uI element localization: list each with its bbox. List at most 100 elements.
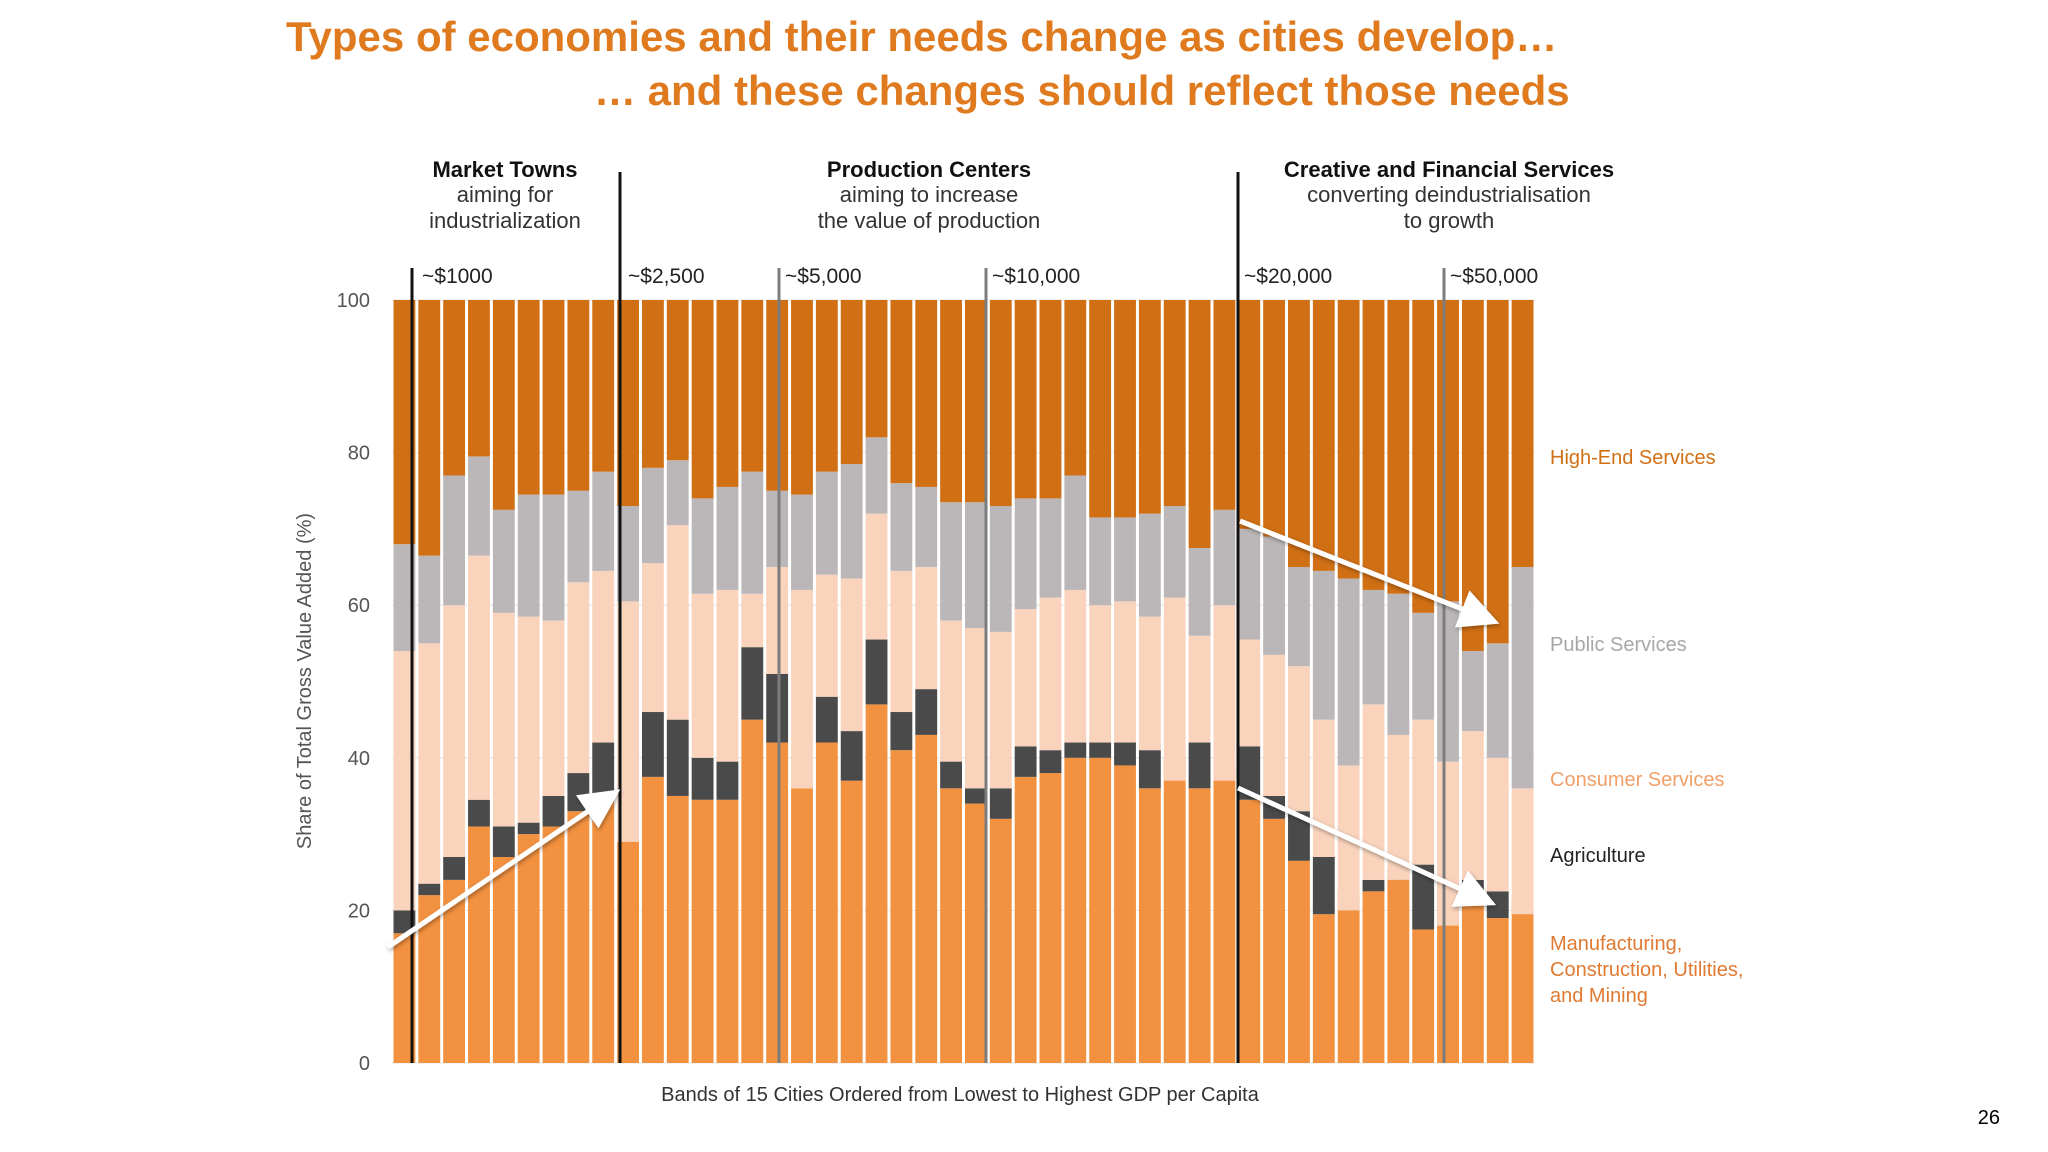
high-end-services-segment bbox=[1362, 300, 1385, 590]
consumer-services-segment bbox=[840, 578, 863, 732]
public-services-segment bbox=[492, 509, 515, 613]
consumer-services-segment bbox=[741, 593, 764, 648]
high-end-services-segment bbox=[492, 300, 515, 510]
consumer-services-segment bbox=[1312, 719, 1335, 857]
public-services-segment bbox=[1437, 601, 1459, 762]
high-end-services-segment bbox=[1114, 300, 1136, 518]
agriculture-segment bbox=[840, 731, 863, 781]
high-end-services-segment bbox=[1511, 300, 1534, 568]
high-end-services-segment bbox=[617, 300, 639, 507]
stage-subtitle: aiming for bbox=[457, 182, 554, 207]
manufacturing-segment bbox=[791, 788, 813, 1063]
agriculture-segment bbox=[1362, 879, 1385, 892]
manufacturing-segment bbox=[468, 826, 490, 1063]
public-services-segment bbox=[1064, 475, 1087, 590]
y-tick-label: 20 bbox=[348, 900, 370, 922]
agriculture-segment bbox=[443, 856, 466, 880]
stage-subtitle: aiming to increase bbox=[840, 182, 1019, 207]
consumer-services-segment bbox=[1263, 654, 1286, 796]
consumer-services-segment bbox=[1213, 605, 1236, 781]
legend-label: Agriculture bbox=[1550, 845, 1646, 867]
public-services-segment bbox=[1486, 643, 1509, 758]
high-end-services-segment bbox=[791, 300, 813, 495]
consumer-services-segment bbox=[716, 589, 739, 762]
high-end-services-segment bbox=[1014, 300, 1037, 499]
manufacturing-segment bbox=[1288, 860, 1310, 1063]
consumer-services-segment bbox=[393, 650, 416, 911]
manufacturing-segment bbox=[915, 734, 938, 1063]
manufacturing-segment bbox=[989, 818, 1012, 1063]
public-services-segment bbox=[1511, 567, 1534, 789]
high-end-services-segment bbox=[766, 300, 789, 491]
public-services-segment bbox=[592, 471, 615, 571]
public-services-segment bbox=[567, 490, 590, 583]
manufacturing-segment bbox=[1312, 914, 1335, 1063]
public-services-segment bbox=[617, 506, 639, 602]
stage-subtitle: the value of production bbox=[818, 208, 1041, 233]
public-services-segment bbox=[1288, 567, 1310, 667]
public-services-segment bbox=[1039, 498, 1062, 598]
manufacturing-segment bbox=[393, 933, 416, 1063]
public-services-segment bbox=[915, 486, 938, 568]
manufacturing-segment bbox=[1114, 765, 1136, 1063]
manufacturing-segment bbox=[617, 841, 639, 1063]
high-end-services-segment bbox=[741, 300, 764, 472]
high-end-services-segment bbox=[1263, 300, 1286, 537]
income-marker-label: ~$5,000 bbox=[785, 265, 862, 288]
consumer-services-segment bbox=[1362, 704, 1385, 880]
manufacturing-segment bbox=[1362, 891, 1385, 1063]
manufacturing-segment bbox=[815, 742, 838, 1063]
public-services-segment bbox=[890, 483, 913, 571]
manufacturing-segment bbox=[741, 719, 764, 1063]
public-services-segment bbox=[1089, 517, 1112, 606]
agriculture-segment bbox=[766, 673, 789, 743]
consumer-services-segment bbox=[1288, 666, 1310, 812]
agriculture-segment bbox=[915, 689, 938, 735]
y-tick-label: 40 bbox=[348, 748, 370, 770]
public-services-segment bbox=[1461, 650, 1484, 732]
public-services-segment bbox=[393, 544, 416, 651]
manufacturing-segment bbox=[1412, 929, 1435, 1063]
manufacturing-segment bbox=[865, 704, 888, 1063]
high-end-services-segment bbox=[1064, 300, 1087, 476]
public-services-segment bbox=[1213, 509, 1236, 606]
manufacturing-segment bbox=[766, 742, 789, 1063]
public-services-segment bbox=[418, 555, 441, 644]
consumer-services-segment bbox=[1437, 761, 1459, 926]
public-services-segment bbox=[766, 490, 789, 568]
income-marker-label: ~$2,500 bbox=[628, 265, 705, 288]
agriculture-segment bbox=[1014, 746, 1037, 777]
public-services-segment bbox=[741, 471, 764, 594]
agriculture-segment bbox=[592, 742, 615, 796]
agriculture-segment bbox=[1486, 891, 1509, 919]
high-end-services-segment bbox=[567, 300, 590, 491]
consumer-services-segment bbox=[1486, 757, 1509, 892]
y-tick-label: 0 bbox=[359, 1053, 370, 1075]
public-services-segment bbox=[1362, 589, 1385, 705]
manufacturing-segment bbox=[1014, 776, 1037, 1063]
manufacturing-segment bbox=[1387, 868, 1410, 1063]
legend-label: Consumer Services bbox=[1550, 769, 1725, 791]
agriculture-segment bbox=[1412, 864, 1435, 930]
high-end-services-segment bbox=[1039, 300, 1062, 499]
public-services-segment bbox=[989, 506, 1012, 632]
agriculture-segment bbox=[890, 712, 913, 751]
agriculture-segment bbox=[1188, 742, 1211, 789]
consumer-services-segment bbox=[443, 605, 466, 857]
agriculture-segment bbox=[517, 822, 540, 835]
public-services-segment bbox=[1014, 498, 1037, 610]
manufacturing-segment bbox=[443, 879, 466, 1063]
agriculture-segment bbox=[641, 712, 664, 777]
manufacturing-segment bbox=[1089, 757, 1112, 1063]
manufacturing-segment bbox=[492, 856, 515, 1063]
y-tick-label: 80 bbox=[348, 443, 370, 465]
manufacturing-segment bbox=[1511, 898, 1534, 1063]
consumer-services-segment bbox=[965, 628, 987, 789]
high-end-services-segment bbox=[1213, 300, 1236, 510]
income-marker-label: ~$1000 bbox=[422, 265, 493, 288]
consumer-services-segment bbox=[815, 574, 838, 697]
consumer-services-segment bbox=[517, 616, 540, 823]
stage-subtitle: converting deindustrialisation bbox=[1307, 182, 1591, 207]
manufacturing-segment bbox=[641, 776, 664, 1063]
